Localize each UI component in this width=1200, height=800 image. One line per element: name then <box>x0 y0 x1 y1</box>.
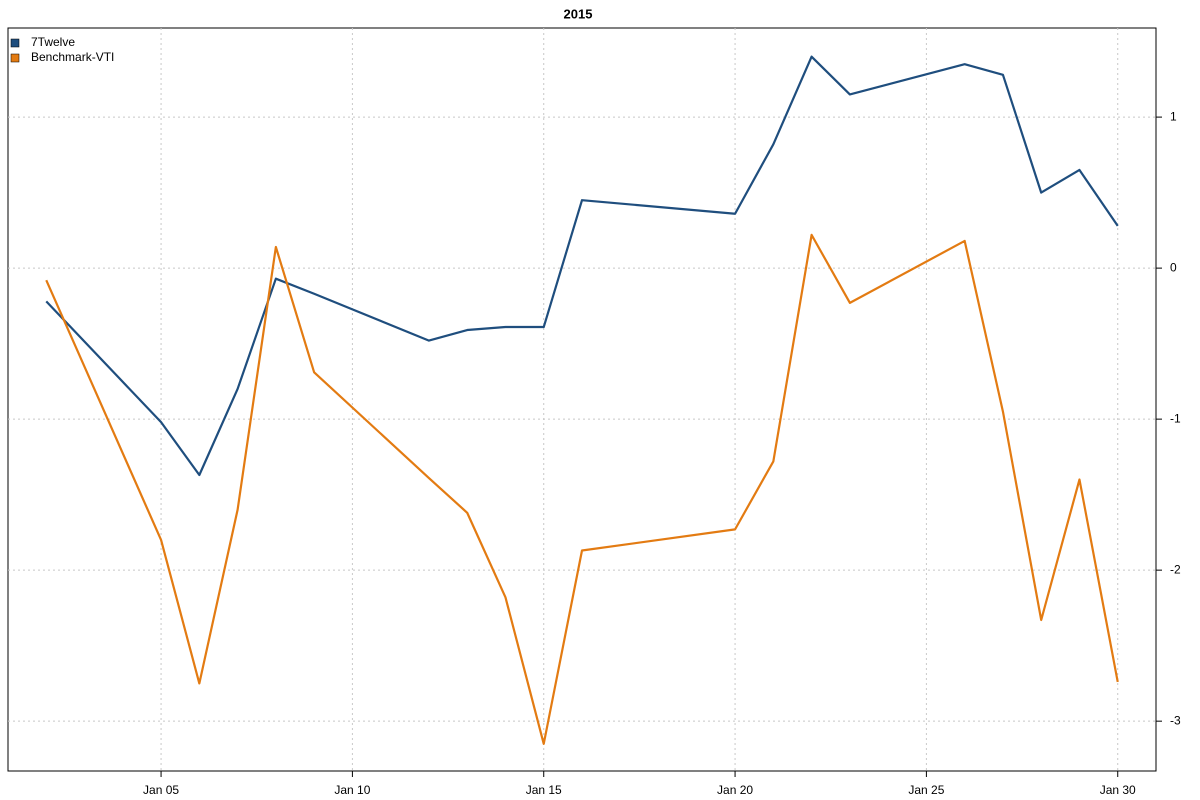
x-tick-label: Jan 25 <box>908 783 944 797</box>
x-tick-label: Jan 05 <box>143 783 179 797</box>
legend-swatch <box>10 38 20 48</box>
y-tick-label: -2 <box>1170 562 1181 576</box>
x-tick-label: Jan 30 <box>1100 783 1136 797</box>
x-tick-label: Jan 10 <box>334 783 370 797</box>
series-line <box>45 233 1119 745</box>
legend-label: Benchmark-VTI <box>31 50 114 64</box>
y-tick-label: -3 <box>1170 713 1181 727</box>
x-tick-label: Jan 20 <box>717 783 753 797</box>
series-line <box>45 55 1119 477</box>
y-tick-label: 1 <box>1170 109 1177 123</box>
legend-label: 7Twelve <box>31 35 75 49</box>
x-tick-label: Jan 15 <box>526 783 562 797</box>
legend-swatch <box>10 53 20 63</box>
plot-frame <box>7 27 1157 772</box>
y-tick-label: 0 <box>1170 260 1177 274</box>
y-tick-label: -1 <box>1170 411 1181 425</box>
chart-title: 2015 <box>564 6 593 21</box>
